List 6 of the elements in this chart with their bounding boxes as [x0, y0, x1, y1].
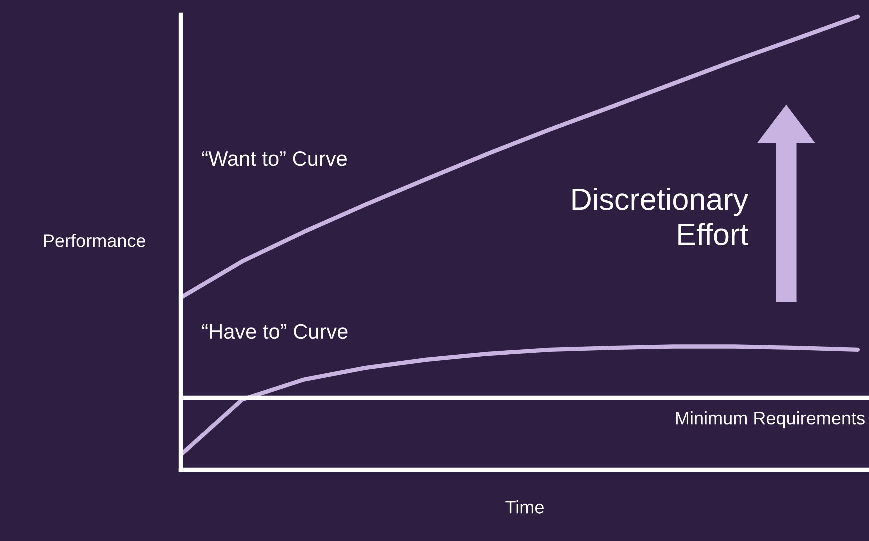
x-axis-title: Time — [506, 500, 544, 514]
annotation: Discretionary Effort — [572, 188, 749, 246]
y-axis-title: Performance — [44, 234, 146, 248]
series-label: “Have to” Curve — [202, 324, 348, 340]
ref-line-label: Minimum Requirements — [676, 412, 865, 428]
text: “Want to” Curve — [202, 151, 347, 166]
